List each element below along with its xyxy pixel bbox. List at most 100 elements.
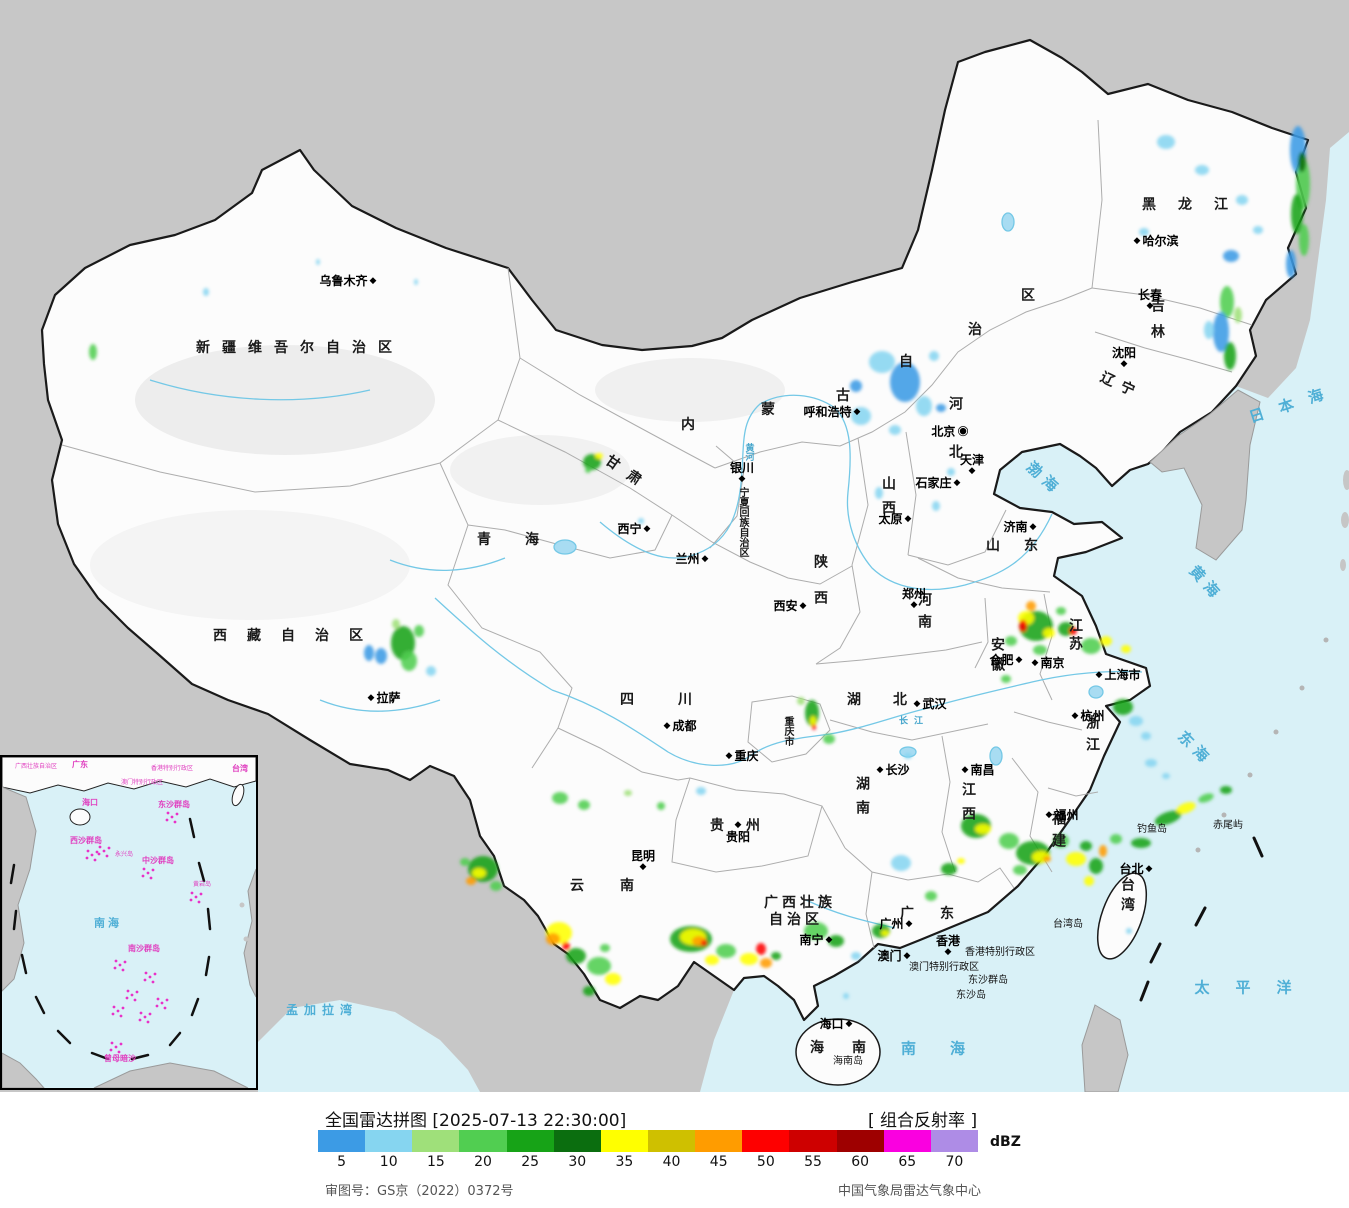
scale-swatch-30 <box>553 1130 601 1152</box>
china-radar-map: 新疆维吾尔自治区 西藏自治区 青海 甘肃 四川 云南 贵州 广西壮族 自治区 广东 湖南 湖北 江西 福建… <box>0 0 1349 1092</box>
radar-echo <box>1162 773 1170 779</box>
city-name: 乌鲁木齐 <box>319 274 368 288</box>
scale-swatch-60 <box>836 1130 884 1152</box>
scale-swatch-5 <box>318 1130 366 1152</box>
island-dot <box>113 966 117 970</box>
scale-value: 35 <box>615 1154 634 1170</box>
radar-echo <box>869 351 895 373</box>
radar-echo <box>375 648 387 664</box>
neighbor-lands <box>795 389 1349 1092</box>
city-name: 兰州 <box>675 552 700 566</box>
luzon-island <box>1081 1004 1129 1092</box>
island-dot <box>163 1006 167 1010</box>
scale-swatch-10 <box>365 1130 413 1152</box>
radar-echo <box>472 868 486 878</box>
city-西宁: 西宁 ◆ <box>618 523 651 535</box>
radar-echo <box>1099 845 1107 857</box>
scale-swatch-20 <box>459 1130 507 1152</box>
radar-echo <box>1113 699 1133 715</box>
ryukyu-island <box>1299 685 1305 691</box>
ryukyu-island <box>1273 729 1279 735</box>
region-label: 重庆市 <box>782 716 793 746</box>
city-台北: 台北 ◆ <box>1120 863 1153 875</box>
city-marker-icon: ◆ <box>367 692 375 703</box>
plateau-shading <box>90 510 410 620</box>
scale-value: 70 <box>945 1154 964 1170</box>
island-dot <box>130 993 134 997</box>
radar-echo <box>941 863 957 875</box>
radar-echo <box>760 958 772 968</box>
city-marker-icon: ◆ <box>903 950 911 961</box>
island-dot <box>189 898 193 902</box>
island-dot <box>95 850 99 854</box>
radar-echo <box>562 942 570 950</box>
radar-echo <box>810 716 816 726</box>
province-label: 黑龙江 <box>1142 197 1250 213</box>
radar-echo <box>1223 250 1239 262</box>
region-label: 宁夏回族自治区 <box>737 487 748 557</box>
radar-echo <box>426 666 436 676</box>
province-label: 古 <box>836 388 850 404</box>
city-拉萨: ◆ 拉萨 <box>368 692 401 704</box>
city-杭州: ◆ 杭州 <box>1072 710 1105 722</box>
china-landmass <box>40 38 1310 1022</box>
city-哈尔滨: ◆ 哈尔滨 <box>1134 235 1179 247</box>
radar-echo <box>605 973 621 985</box>
radar-echo <box>797 697 805 705</box>
province-label: 云南 <box>570 878 670 894</box>
city-marker-icon: ◆ <box>799 600 807 611</box>
radar-echo <box>756 943 766 955</box>
radar-echo <box>932 501 940 511</box>
qinghai-river <box>389 557 506 572</box>
island-dot <box>173 820 177 824</box>
radar-echo <box>490 881 502 891</box>
japan-island-edge <box>1340 559 1346 571</box>
radar-echo <box>925 891 937 901</box>
island-dot <box>151 868 155 872</box>
legend-panel: 全国雷达拼图 [2025-07-13 22:30:00] [ 组合反射率 ] d… <box>0 1092 1349 1208</box>
radar-echo <box>1157 135 1175 149</box>
radar-echo <box>904 753 912 759</box>
radar-echo <box>1026 601 1036 611</box>
inset-label: 西沙群岛 <box>70 836 102 845</box>
province-label: 山东 <box>986 538 1062 554</box>
radar-echo <box>595 453 603 459</box>
province-label: 广西壮族 <box>764 895 836 911</box>
province-label: 吉林 <box>1149 298 1165 350</box>
scale-swatch-35 <box>600 1130 648 1152</box>
color-scale <box>318 1130 978 1152</box>
island-dot <box>117 1050 121 1054</box>
radar-echo <box>936 404 946 412</box>
island-dot <box>143 978 147 982</box>
island-dot <box>139 1011 143 1015</box>
sea-main <box>700 132 1349 1092</box>
river-label: 长江 <box>898 716 930 727</box>
south-china-sea-inset: 广西壮族自治区 广东 香港特别行政区 澳门特别行政区 台湾 海口 东沙群岛 西沙群岛 永兴岛 中沙… <box>0 755 258 1090</box>
city-name: 拉萨 <box>376 691 401 705</box>
province-label: 浙江 <box>1084 715 1100 759</box>
city-marker-icon: ◆ <box>1029 521 1037 532</box>
city-marker-icon: ◆ <box>953 477 961 488</box>
sea-areas <box>258 132 1349 1092</box>
island-label: 澳门特别行政区 <box>909 962 979 973</box>
island-dot <box>93 858 97 862</box>
radar-echo <box>1019 620 1027 632</box>
island-dot <box>119 1014 123 1018</box>
radar-echo <box>716 944 736 958</box>
island-dot <box>109 1048 113 1052</box>
island-dot <box>102 849 106 853</box>
city-marker-icon: ◆ <box>845 1018 853 1029</box>
hainan-island <box>795 1018 881 1086</box>
island-dot <box>160 1001 164 1005</box>
city-澳门: 澳门 ◆ <box>878 950 911 962</box>
city-太原: 太原 ◆ <box>879 513 912 525</box>
radar-echo <box>401 651 417 671</box>
island-dot <box>111 1012 115 1016</box>
sea-label: 太平洋 <box>1194 978 1318 997</box>
credit: 中国气象局雷达气象中心 <box>838 1184 982 1199</box>
city-marker-icon: ◆ <box>910 600 918 610</box>
inset-label: 永兴岛 <box>114 851 134 858</box>
city-marker-icon: ◆ <box>904 513 912 524</box>
inset-label: 澳门特别行政区 <box>120 779 164 786</box>
city-长春: 长春 ◆ <box>1138 289 1162 311</box>
